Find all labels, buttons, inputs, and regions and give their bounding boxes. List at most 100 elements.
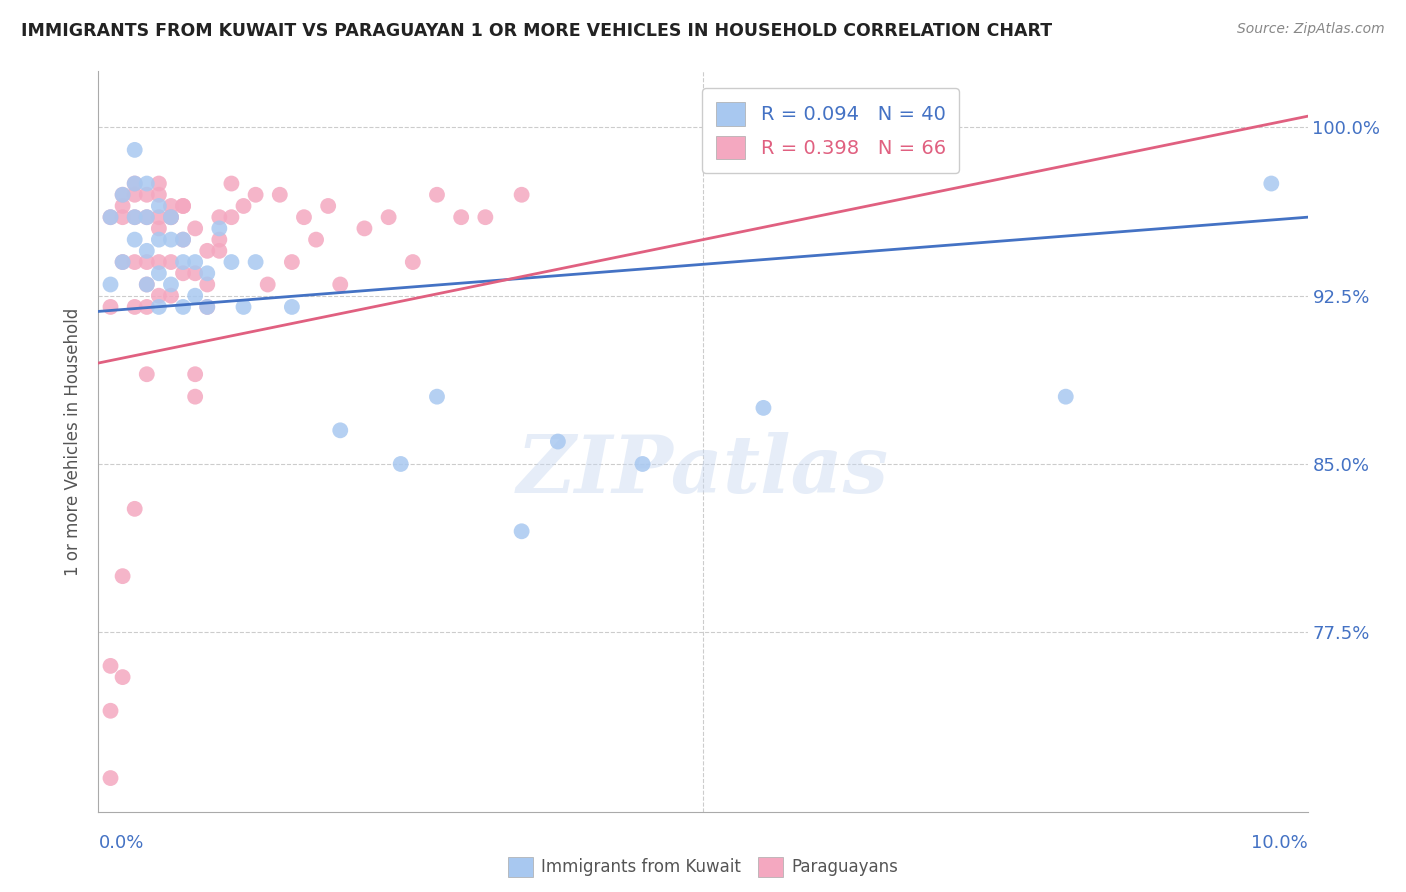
Point <box>172 233 194 247</box>
Point <box>135 210 157 224</box>
Point <box>172 199 194 213</box>
Point <box>100 210 122 224</box>
Point <box>100 277 122 292</box>
Point <box>124 300 146 314</box>
Point <box>111 670 134 684</box>
Point <box>111 187 134 202</box>
Point <box>160 210 183 224</box>
Point <box>148 177 170 191</box>
Point <box>124 177 146 191</box>
Point <box>111 255 134 269</box>
Point <box>148 221 170 235</box>
Point <box>245 187 267 202</box>
Point <box>100 300 122 314</box>
Legend: Immigrants from Kuwait, Paraguayans: Immigrants from Kuwait, Paraguayans <box>502 850 904 884</box>
Point <box>208 221 231 235</box>
Point <box>135 187 157 202</box>
Point <box>329 277 352 292</box>
Point <box>135 210 157 224</box>
Point <box>148 210 170 224</box>
Point <box>135 368 157 382</box>
Point <box>148 255 170 269</box>
Point <box>281 255 304 269</box>
Point <box>329 423 352 437</box>
Point <box>124 233 146 247</box>
Point <box>510 187 533 202</box>
Point <box>160 289 183 303</box>
Point <box>160 210 183 224</box>
Point <box>160 255 183 269</box>
Point <box>160 233 183 247</box>
Point <box>221 177 243 191</box>
Point <box>135 177 157 191</box>
Point <box>111 187 134 202</box>
Point <box>184 221 207 235</box>
Point <box>184 390 207 404</box>
Point <box>160 210 183 224</box>
Point <box>100 659 122 673</box>
Point <box>124 177 146 191</box>
Point <box>100 771 122 785</box>
Point <box>292 210 315 224</box>
Point <box>172 199 194 213</box>
Text: IMMIGRANTS FROM KUWAIT VS PARAGUAYAN 1 OR MORE VEHICLES IN HOUSEHOLD CORRELATION: IMMIGRANTS FROM KUWAIT VS PARAGUAYAN 1 O… <box>21 22 1052 40</box>
Point <box>450 210 472 224</box>
Point <box>353 221 375 235</box>
Point <box>100 210 122 224</box>
Point <box>172 255 194 269</box>
Point <box>232 300 254 314</box>
Point <box>184 266 207 280</box>
Point <box>160 199 183 213</box>
Point <box>172 233 194 247</box>
Point <box>100 704 122 718</box>
Point <box>195 300 218 314</box>
Point <box>135 277 157 292</box>
Point <box>316 199 339 213</box>
Point <box>124 210 146 224</box>
Point <box>631 457 654 471</box>
Point <box>124 255 146 269</box>
Point <box>184 289 207 303</box>
Point <box>208 244 231 258</box>
Point <box>184 255 207 269</box>
Point <box>148 187 170 202</box>
Point <box>111 255 134 269</box>
Point <box>160 277 183 292</box>
Text: ZIPatlas: ZIPatlas <box>517 433 889 510</box>
Point <box>402 255 425 269</box>
Point <box>208 210 231 224</box>
Point <box>510 524 533 539</box>
Point <box>221 210 243 224</box>
Point <box>111 210 134 224</box>
Point <box>148 289 170 303</box>
Point <box>474 210 496 224</box>
Point <box>135 244 157 258</box>
Point <box>148 199 170 213</box>
Point <box>124 501 146 516</box>
Point <box>172 266 194 280</box>
Point <box>124 143 146 157</box>
Point <box>195 266 218 280</box>
Point <box>426 187 449 202</box>
Point <box>195 277 218 292</box>
Point <box>111 569 134 583</box>
Point <box>124 187 146 202</box>
Point <box>184 368 207 382</box>
Point <box>281 300 304 314</box>
Point <box>111 199 134 213</box>
Point <box>547 434 569 449</box>
Point <box>256 277 278 292</box>
Point <box>148 233 170 247</box>
Point <box>245 255 267 269</box>
Point <box>135 255 157 269</box>
Point <box>752 401 775 415</box>
Point <box>377 210 399 224</box>
Point <box>1054 390 1077 404</box>
Point <box>172 300 194 314</box>
Text: 0.0%: 0.0% <box>98 834 143 852</box>
Point <box>389 457 412 471</box>
Point <box>221 255 243 269</box>
Y-axis label: 1 or more Vehicles in Household: 1 or more Vehicles in Household <box>65 308 83 575</box>
Text: Source: ZipAtlas.com: Source: ZipAtlas.com <box>1237 22 1385 37</box>
Point <box>135 277 157 292</box>
